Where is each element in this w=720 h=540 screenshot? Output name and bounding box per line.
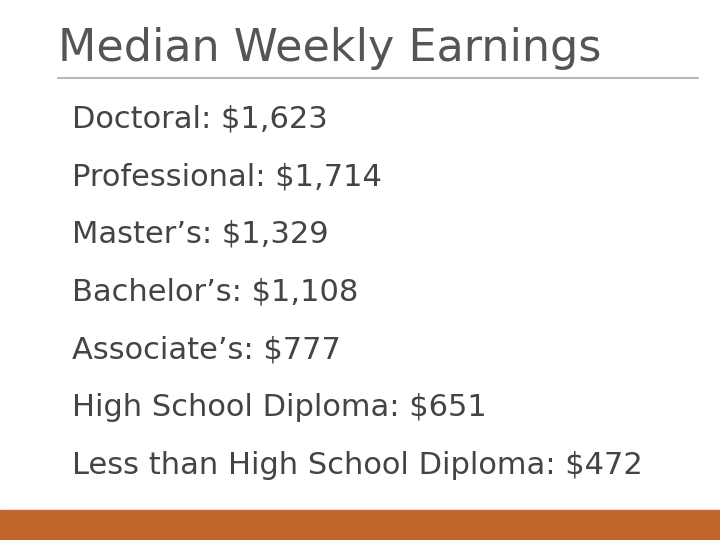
Text: High School Diploma: $651: High School Diploma: $651 bbox=[72, 393, 487, 422]
Text: Bachelor’s: $1,108: Bachelor’s: $1,108 bbox=[72, 278, 359, 307]
Text: Doctoral: $1,623: Doctoral: $1,623 bbox=[72, 104, 328, 133]
Text: Median Weekly Earnings: Median Weekly Earnings bbox=[58, 27, 601, 70]
Text: Master’s: $1,329: Master’s: $1,329 bbox=[72, 220, 328, 249]
Text: Professional: $1,714: Professional: $1,714 bbox=[72, 162, 382, 191]
Text: Associate’s: $777: Associate’s: $777 bbox=[72, 335, 341, 364]
Text: Less than High School Diploma: $472: Less than High School Diploma: $472 bbox=[72, 451, 643, 480]
